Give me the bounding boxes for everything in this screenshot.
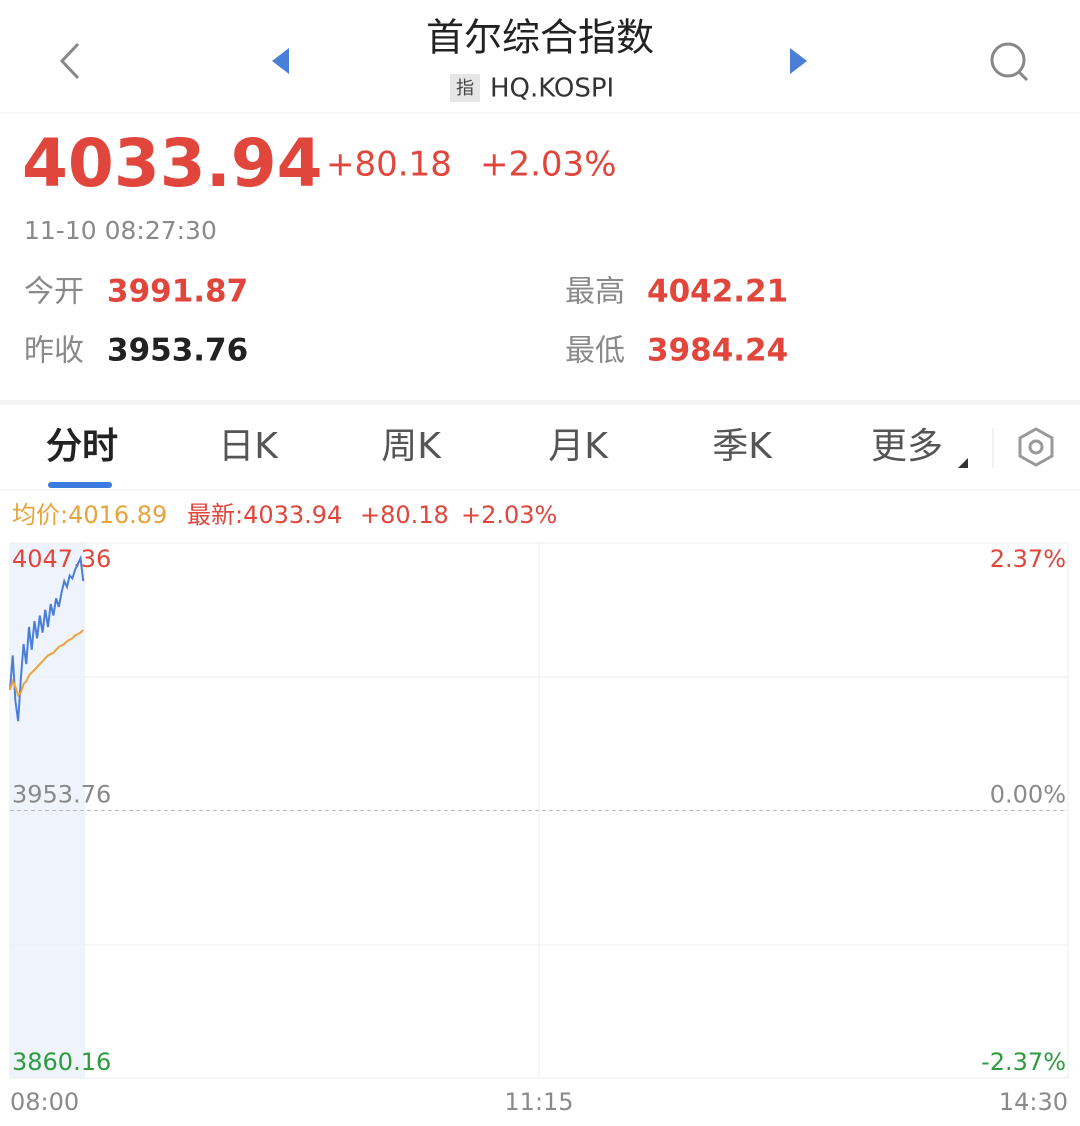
change: +80.18 <box>326 145 452 185</box>
prev-button[interactable] <box>272 48 289 74</box>
stat-label: 最低 <box>565 334 625 369</box>
tab[interactable]: 周K <box>381 426 442 467</box>
tab[interactable]: 分时 <box>46 426 118 467</box>
section-gap <box>0 400 1080 405</box>
last-change: +80.18 <box>360 501 449 529</box>
title: 首尔综合指数 <box>426 16 654 60</box>
last-change-pct: +2.03% <box>461 501 557 529</box>
stat-value: 4042.21 <box>647 274 788 310</box>
search-button[interactable] <box>990 42 1026 78</box>
price: 4033.94 <box>22 125 323 202</box>
price-line <box>9 554 85 722</box>
back-button[interactable] <box>59 42 80 80</box>
x-tick-label: 14:30 <box>999 1088 1068 1116</box>
badge-bg <box>450 74 480 102</box>
time: 11-10 08:27:30 <box>24 216 217 245</box>
stat-label: 昨收 <box>24 334 84 369</box>
tabs: 分时 日K 周K 月K 季K 更多 <box>46 426 943 467</box>
code: HQ.KOSPI <box>490 74 614 104</box>
chart: 08:00 11:15 14:30 3860.16 3953.76 4047.36 -2.3… <box>9 542 1069 1116</box>
y-tick-label: 4047.36 <box>12 545 111 573</box>
x-tick-label: 08:00 <box>10 1088 79 1116</box>
y2-tick-label: 0.00% <box>990 781 1066 809</box>
next-button[interactable] <box>790 48 807 74</box>
tab[interactable]: 更多 <box>871 426 943 467</box>
avg-price: 均价:4016.89 <box>12 501 167 529</box>
stat-value: 3991.87 <box>107 274 248 310</box>
stat-label: 今开 <box>24 275 84 310</box>
stat-value: 3984.24 <box>647 333 788 369</box>
tab[interactable]: 月K <box>548 426 609 467</box>
tab[interactable]: 季K <box>712 426 773 467</box>
last-price: 最新:4033.94 <box>187 501 342 529</box>
y-tick-label: 3953.76 <box>12 781 111 809</box>
y2-tick-label: 2.37% <box>990 545 1066 573</box>
settings-button[interactable] <box>1018 427 1054 467</box>
search-handle <box>1017 70 1029 82</box>
change-pct: +2.03% <box>480 145 617 185</box>
y-tick-label: 3860.16 <box>12 1048 111 1076</box>
x-tick-label: 11:15 <box>504 1088 573 1116</box>
stat-label: 最高 <box>565 275 625 310</box>
tab-indicator <box>48 482 112 488</box>
badge: 指 <box>456 78 474 99</box>
y2-tick-label: -2.37% <box>981 1048 1066 1076</box>
settings-dot <box>1028 439 1044 455</box>
tab[interactable]: 日K <box>218 426 279 467</box>
price-line <box>9 629 84 698</box>
stats: 今开 3991.87 最高 4042.21 昨收 3953.76 最低 3984.24 <box>24 274 788 369</box>
stat-value: 3953.76 <box>107 333 248 369</box>
more-arrow <box>958 458 968 468</box>
